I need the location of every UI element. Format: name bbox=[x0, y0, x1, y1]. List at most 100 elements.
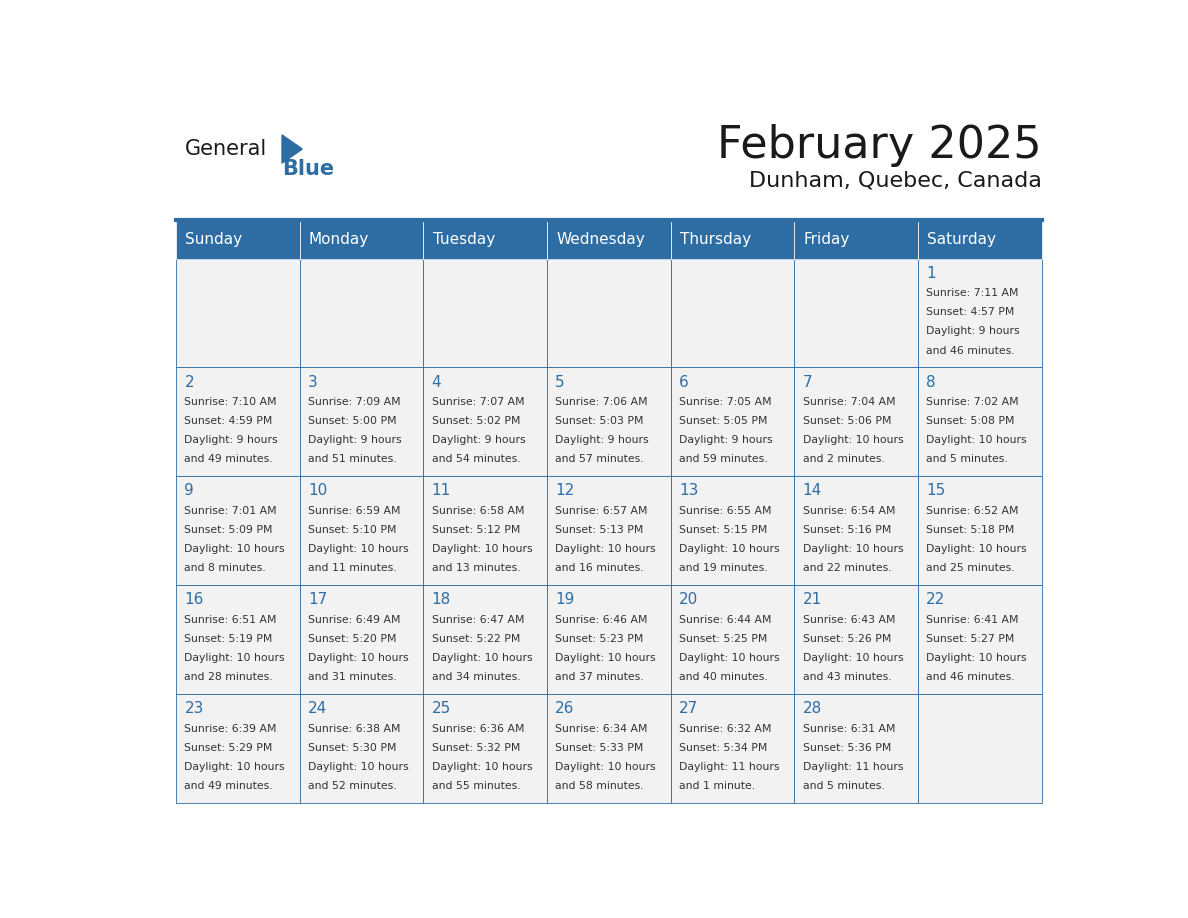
Text: and 49 minutes.: and 49 minutes. bbox=[184, 781, 273, 791]
Text: Sunrise: 6:49 AM: Sunrise: 6:49 AM bbox=[308, 615, 400, 625]
Text: Daylight: 11 hours: Daylight: 11 hours bbox=[803, 762, 903, 772]
Text: and 57 minutes.: and 57 minutes. bbox=[555, 454, 644, 465]
Text: 8: 8 bbox=[927, 375, 936, 389]
Bar bbox=[795, 367, 918, 476]
Text: Sunrise: 6:41 AM: Sunrise: 6:41 AM bbox=[927, 615, 1019, 625]
Text: 13: 13 bbox=[680, 484, 699, 498]
Text: Sunset: 5:00 PM: Sunset: 5:00 PM bbox=[308, 416, 397, 426]
Text: Daylight: 10 hours: Daylight: 10 hours bbox=[184, 544, 285, 554]
Text: Sunset: 5:36 PM: Sunset: 5:36 PM bbox=[803, 743, 891, 753]
Bar bbox=[671, 694, 795, 803]
Text: Sunrise: 6:32 AM: Sunrise: 6:32 AM bbox=[680, 723, 771, 733]
Text: 3: 3 bbox=[308, 375, 318, 389]
Text: Daylight: 10 hours: Daylight: 10 hours bbox=[680, 653, 779, 663]
Bar bbox=[176, 694, 299, 803]
Text: Monday: Monday bbox=[309, 231, 369, 247]
Text: Dunham, Quebec, Canada: Dunham, Quebec, Canada bbox=[748, 171, 1042, 191]
Text: Daylight: 10 hours: Daylight: 10 hours bbox=[803, 544, 903, 554]
Text: Tuesday: Tuesday bbox=[432, 231, 495, 247]
Bar bbox=[299, 219, 423, 259]
Text: Sunrise: 6:58 AM: Sunrise: 6:58 AM bbox=[431, 506, 524, 516]
Text: Sunrise: 7:10 AM: Sunrise: 7:10 AM bbox=[184, 397, 277, 408]
Bar bbox=[423, 694, 546, 803]
Text: 12: 12 bbox=[555, 484, 575, 498]
Text: Saturday: Saturday bbox=[927, 231, 997, 247]
Text: Sunset: 5:06 PM: Sunset: 5:06 PM bbox=[803, 416, 891, 426]
Text: Sunrise: 6:54 AM: Sunrise: 6:54 AM bbox=[803, 506, 895, 516]
Bar bbox=[423, 259, 546, 367]
Text: 16: 16 bbox=[184, 592, 204, 607]
Text: Daylight: 10 hours: Daylight: 10 hours bbox=[927, 653, 1026, 663]
Text: 11: 11 bbox=[431, 484, 451, 498]
Text: Daylight: 9 hours: Daylight: 9 hours bbox=[555, 435, 649, 445]
Text: and 37 minutes.: and 37 minutes. bbox=[555, 672, 644, 682]
Text: Daylight: 10 hours: Daylight: 10 hours bbox=[308, 653, 409, 663]
Text: 14: 14 bbox=[803, 484, 822, 498]
Text: Sunrise: 7:05 AM: Sunrise: 7:05 AM bbox=[680, 397, 771, 408]
Text: Daylight: 9 hours: Daylight: 9 hours bbox=[927, 327, 1019, 337]
Bar bbox=[795, 219, 918, 259]
Text: Daylight: 10 hours: Daylight: 10 hours bbox=[555, 762, 656, 772]
Text: 26: 26 bbox=[555, 701, 575, 716]
Text: Daylight: 10 hours: Daylight: 10 hours bbox=[555, 653, 656, 663]
Text: and 43 minutes.: and 43 minutes. bbox=[803, 672, 891, 682]
Text: and 19 minutes.: and 19 minutes. bbox=[680, 564, 767, 573]
Text: General: General bbox=[185, 139, 267, 159]
Text: Daylight: 9 hours: Daylight: 9 hours bbox=[184, 435, 278, 445]
Text: Daylight: 10 hours: Daylight: 10 hours bbox=[184, 653, 285, 663]
Text: Sunrise: 7:01 AM: Sunrise: 7:01 AM bbox=[184, 506, 277, 516]
Text: Daylight: 10 hours: Daylight: 10 hours bbox=[803, 653, 903, 663]
Text: Sunday: Sunday bbox=[185, 231, 242, 247]
Text: 5: 5 bbox=[555, 375, 565, 389]
Text: 23: 23 bbox=[184, 701, 204, 716]
Bar bbox=[176, 476, 299, 585]
Text: Sunrise: 6:47 AM: Sunrise: 6:47 AM bbox=[431, 615, 524, 625]
Bar bbox=[671, 585, 795, 694]
Bar bbox=[423, 219, 546, 259]
Text: Sunset: 5:33 PM: Sunset: 5:33 PM bbox=[555, 743, 644, 753]
Bar bbox=[671, 259, 795, 367]
Text: and 2 minutes.: and 2 minutes. bbox=[803, 454, 884, 465]
Text: and 49 minutes.: and 49 minutes. bbox=[184, 454, 273, 465]
Text: Sunrise: 7:11 AM: Sunrise: 7:11 AM bbox=[927, 288, 1019, 298]
Text: and 54 minutes.: and 54 minutes. bbox=[431, 454, 520, 465]
Text: Daylight: 10 hours: Daylight: 10 hours bbox=[184, 762, 285, 772]
Text: Sunset: 5:08 PM: Sunset: 5:08 PM bbox=[927, 416, 1015, 426]
Bar bbox=[795, 694, 918, 803]
Text: Sunset: 5:02 PM: Sunset: 5:02 PM bbox=[431, 416, 520, 426]
Text: 24: 24 bbox=[308, 701, 328, 716]
Text: Sunset: 5:29 PM: Sunset: 5:29 PM bbox=[184, 743, 273, 753]
Text: 28: 28 bbox=[803, 701, 822, 716]
Text: and 31 minutes.: and 31 minutes. bbox=[308, 672, 397, 682]
Text: 17: 17 bbox=[308, 592, 328, 607]
Text: Sunset: 5:16 PM: Sunset: 5:16 PM bbox=[803, 525, 891, 535]
Text: Sunset: 5:10 PM: Sunset: 5:10 PM bbox=[308, 525, 397, 535]
Text: Blue: Blue bbox=[282, 159, 334, 179]
Text: Sunset: 5:30 PM: Sunset: 5:30 PM bbox=[308, 743, 397, 753]
Text: Sunrise: 6:36 AM: Sunrise: 6:36 AM bbox=[431, 723, 524, 733]
Bar bbox=[176, 585, 299, 694]
Text: Sunrise: 7:02 AM: Sunrise: 7:02 AM bbox=[927, 397, 1019, 408]
Text: and 40 minutes.: and 40 minutes. bbox=[680, 672, 767, 682]
Bar bbox=[671, 219, 795, 259]
Text: Sunrise: 7:06 AM: Sunrise: 7:06 AM bbox=[555, 397, 647, 408]
Text: Sunset: 5:03 PM: Sunset: 5:03 PM bbox=[555, 416, 644, 426]
Text: Sunrise: 6:51 AM: Sunrise: 6:51 AM bbox=[184, 615, 277, 625]
Text: 4: 4 bbox=[431, 375, 441, 389]
Bar bbox=[546, 367, 671, 476]
Text: Sunset: 5:23 PM: Sunset: 5:23 PM bbox=[555, 634, 644, 644]
Bar bbox=[299, 367, 423, 476]
Text: and 1 minute.: and 1 minute. bbox=[680, 781, 756, 791]
Text: Sunset: 5:18 PM: Sunset: 5:18 PM bbox=[927, 525, 1015, 535]
Text: Sunset: 5:15 PM: Sunset: 5:15 PM bbox=[680, 525, 767, 535]
Text: Daylight: 10 hours: Daylight: 10 hours bbox=[308, 762, 409, 772]
Bar bbox=[546, 585, 671, 694]
Text: Sunrise: 6:31 AM: Sunrise: 6:31 AM bbox=[803, 723, 895, 733]
Text: 1: 1 bbox=[927, 265, 936, 281]
Bar bbox=[423, 585, 546, 694]
Text: Sunset: 5:12 PM: Sunset: 5:12 PM bbox=[431, 525, 520, 535]
Text: Sunrise: 7:04 AM: Sunrise: 7:04 AM bbox=[803, 397, 896, 408]
Text: Sunrise: 6:44 AM: Sunrise: 6:44 AM bbox=[680, 615, 771, 625]
Text: Sunset: 4:59 PM: Sunset: 4:59 PM bbox=[184, 416, 273, 426]
Text: and 8 minutes.: and 8 minutes. bbox=[184, 564, 266, 573]
